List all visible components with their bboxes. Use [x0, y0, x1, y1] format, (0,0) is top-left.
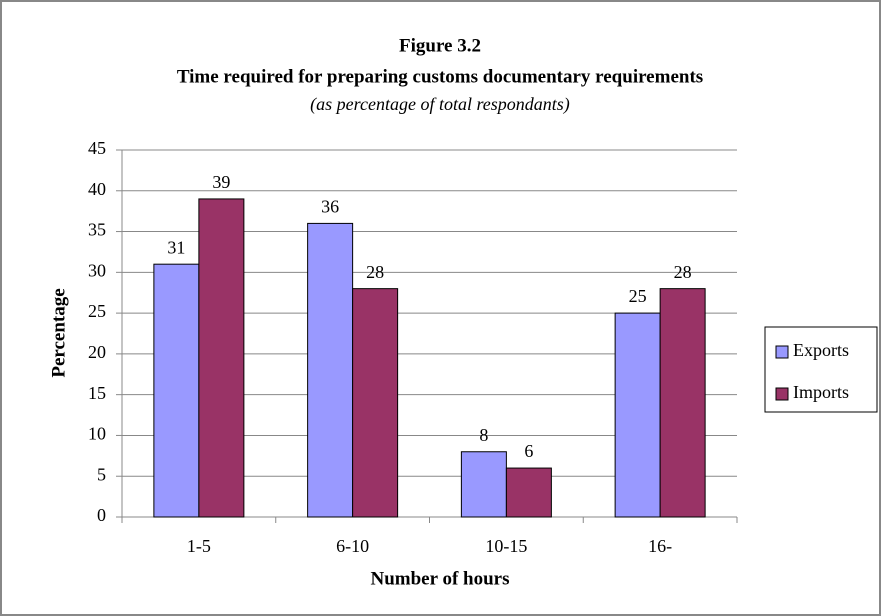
chart-note: (as percentage of total respondants) [310, 94, 570, 115]
data-label: 8 [479, 425, 488, 445]
data-label: 28 [366, 262, 384, 282]
y-tick-label: 0 [97, 505, 106, 525]
y-tick-label: 10 [88, 424, 106, 444]
chart-title: Figure 3.2 [399, 35, 481, 56]
bar [505, 467, 552, 518]
y-tick-label: 15 [88, 383, 106, 403]
y-tick-label: 5 [97, 464, 106, 484]
y-tick-label: 40 [88, 179, 106, 199]
data-label: 31 [167, 237, 185, 257]
data-label: 28 [674, 262, 692, 282]
data-label: 36 [321, 197, 339, 217]
y-axis-title: Percentage [48, 288, 69, 377]
data-label: 39 [212, 172, 230, 192]
x-axis-title: Number of hours [371, 568, 510, 589]
legend-swatch [775, 387, 789, 401]
x-tick-label: 10-15 [485, 536, 527, 556]
legend-label: Exports [793, 340, 849, 360]
chart-subtitle: Time required for preparing customs docu… [177, 66, 703, 87]
bar [198, 198, 245, 518]
x-tick-label: 16- [648, 536, 672, 556]
bar [460, 451, 507, 518]
bar [614, 312, 661, 518]
bar [153, 263, 200, 518]
x-tick-label: 1-5 [187, 536, 211, 556]
y-tick-label: 45 [88, 138, 106, 158]
y-tick-label: 25 [88, 301, 106, 321]
legend-box [764, 326, 878, 413]
data-label: 25 [629, 286, 647, 306]
x-tick-label: 6-10 [336, 536, 369, 556]
y-tick-label: 20 [88, 342, 106, 362]
bar [352, 288, 399, 518]
bar [307, 222, 354, 518]
y-tick-label: 30 [88, 260, 106, 280]
y-tick-label: 35 [88, 220, 106, 240]
legend-swatch [775, 345, 789, 359]
data-label: 6 [524, 441, 533, 461]
bar [659, 288, 706, 518]
legend-label: Imports [793, 382, 849, 402]
